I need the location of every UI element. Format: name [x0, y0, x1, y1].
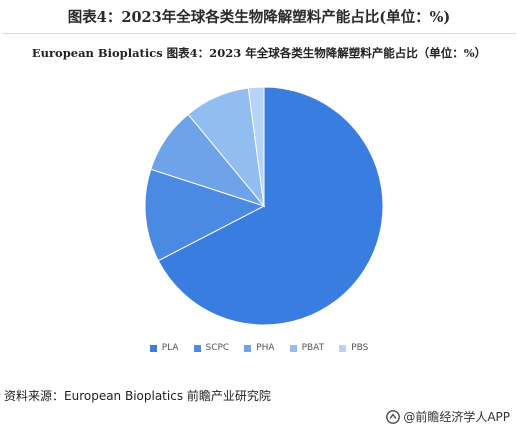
legend-label: PLA: [161, 343, 179, 353]
legend-swatch: [193, 344, 201, 352]
legend-label: SCPC: [205, 343, 230, 353]
legend-swatch: [244, 344, 252, 352]
legend-label: PBAT: [301, 343, 325, 353]
title-divider: [2, 33, 516, 34]
legend-label: PHA: [256, 343, 275, 353]
chart-subtitle: European Bioplatics 图表4：2023 年全球各类生物降解塑料…: [31, 46, 487, 60]
app-logo-icon: [386, 409, 401, 424]
legend-swatch: [339, 344, 347, 352]
footer-brand-text: @前瞻经济学人APP: [403, 410, 510, 424]
legend-item-pla: PLA: [149, 343, 179, 353]
legend-swatch: [149, 344, 157, 352]
pie-slice-pbs: [247, 86, 265, 207]
chart-legend: PLA SCPC PHA PBAT PBS: [0, 343, 518, 353]
legend-label: PBS: [351, 343, 369, 353]
pie-slice-pla: [157, 86, 384, 326]
legend-swatch: [289, 344, 297, 352]
legend-item-scpc: SCPC: [193, 343, 230, 353]
legend-item-pbat: PBAT: [289, 343, 325, 353]
legend-item-pbs: PBS: [339, 343, 368, 353]
legend-item-pha: PHA: [244, 343, 275, 353]
chart-title: 图表4：2023年全球各类生物降解塑料产能占比(单位：%): [67, 9, 451, 26]
footer-brand: @前瞻经济学人APP: [386, 408, 510, 425]
pie-slice-scpc: [144, 168, 266, 262]
source-note: 资料来源：European Bioplatics 前瞻产业研究院: [4, 389, 271, 403]
pie-slices: [144, 86, 384, 326]
